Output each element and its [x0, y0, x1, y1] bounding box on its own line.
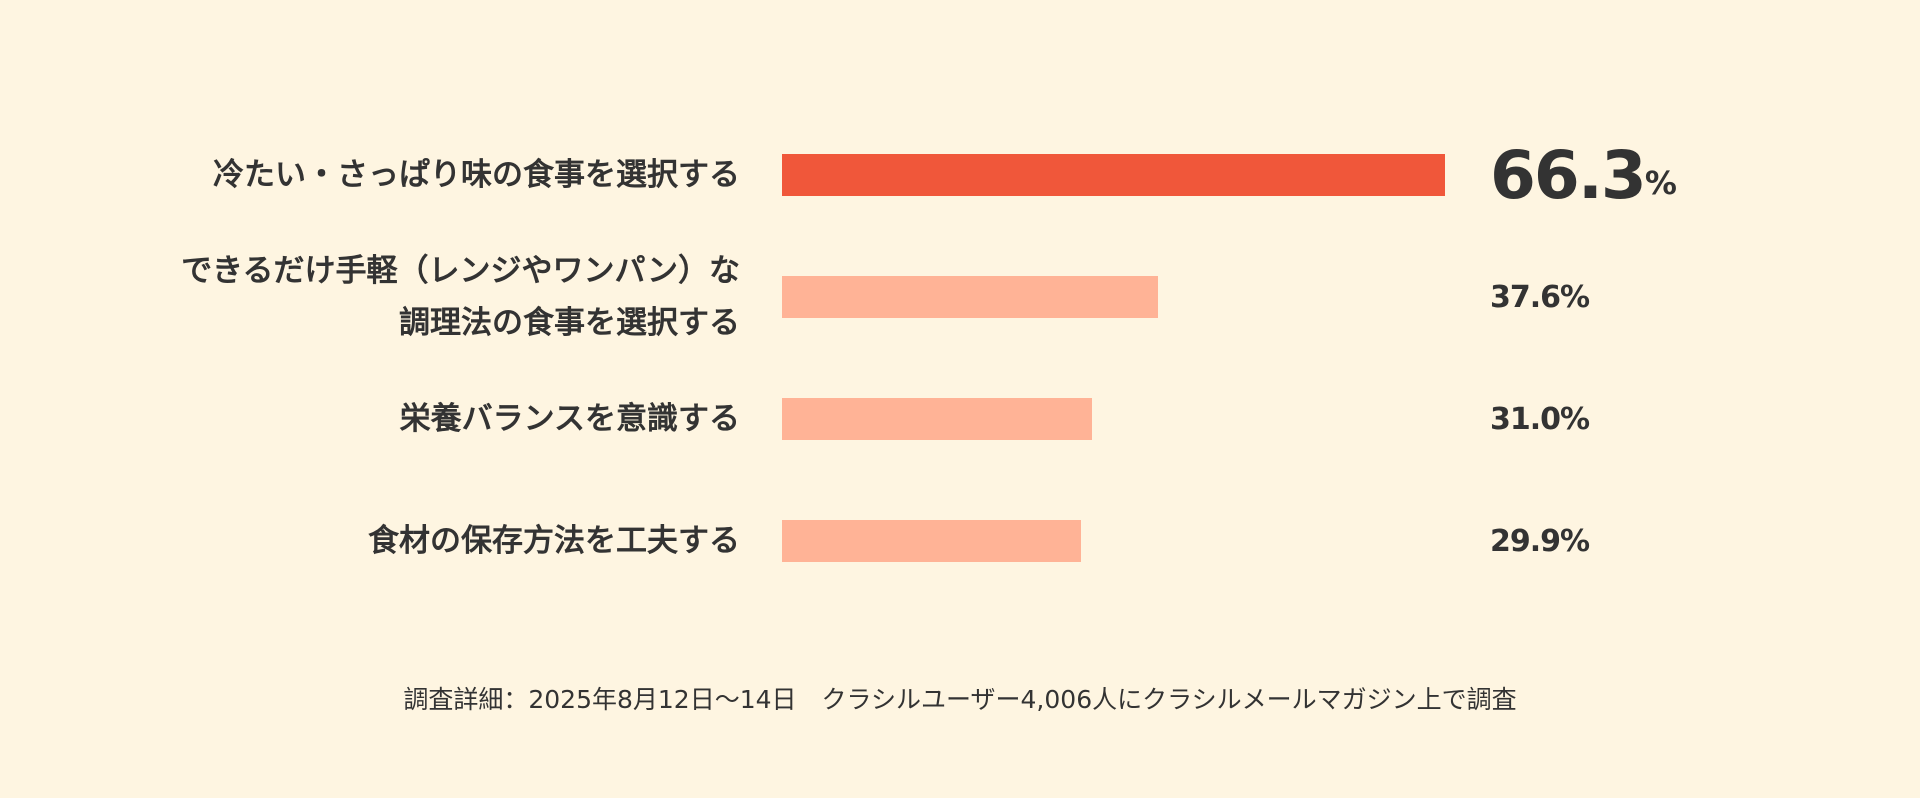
category-label: 栄養バランスを意識する	[399, 401, 740, 437]
value-label: 37.6%	[1490, 236, 1590, 358]
category-label: 冷たい・さっぱり味の食事を選択する	[213, 157, 740, 193]
value-unit: %	[1560, 401, 1590, 437]
value-number: 66.3	[1490, 136, 1647, 214]
value-unit: %	[1560, 279, 1590, 315]
bar	[782, 398, 1092, 440]
survey-footnote: 調査詳細：2025年8月12日〜14日 クラシルユーザー4,006人にクラシルメ…	[403, 685, 1517, 714]
value-label: 31.0%	[1490, 358, 1590, 480]
chart-row: できるだけ手軽（レンジやワンパン）な 調理法の食事を選択する 37.6%	[0, 236, 1920, 358]
value-label: 66.3%	[1490, 114, 1677, 236]
category-label: できるだけ手軽（レンジやワンパン）な 調理法の食事を選択する	[181, 253, 740, 341]
chart-row: 栄養バランスを意識する 31.0%	[0, 358, 1920, 480]
value-unit: %	[1560, 523, 1590, 559]
chart-row: 食材の保存方法を工夫する 29.9%	[0, 480, 1920, 602]
bar	[782, 154, 1445, 196]
category-label: 食材の保存方法を工夫する	[368, 523, 740, 559]
value-label: 29.9%	[1490, 480, 1590, 602]
chart-row: 冷たい・さっぱり味の食事を選択する 66.3%	[0, 114, 1920, 236]
value-number: 29.9	[1490, 523, 1561, 559]
value-number: 37.6	[1490, 279, 1561, 315]
value-number: 31.0	[1490, 401, 1561, 437]
value-unit: %	[1644, 164, 1677, 202]
bar	[782, 276, 1158, 318]
bar	[782, 520, 1081, 562]
